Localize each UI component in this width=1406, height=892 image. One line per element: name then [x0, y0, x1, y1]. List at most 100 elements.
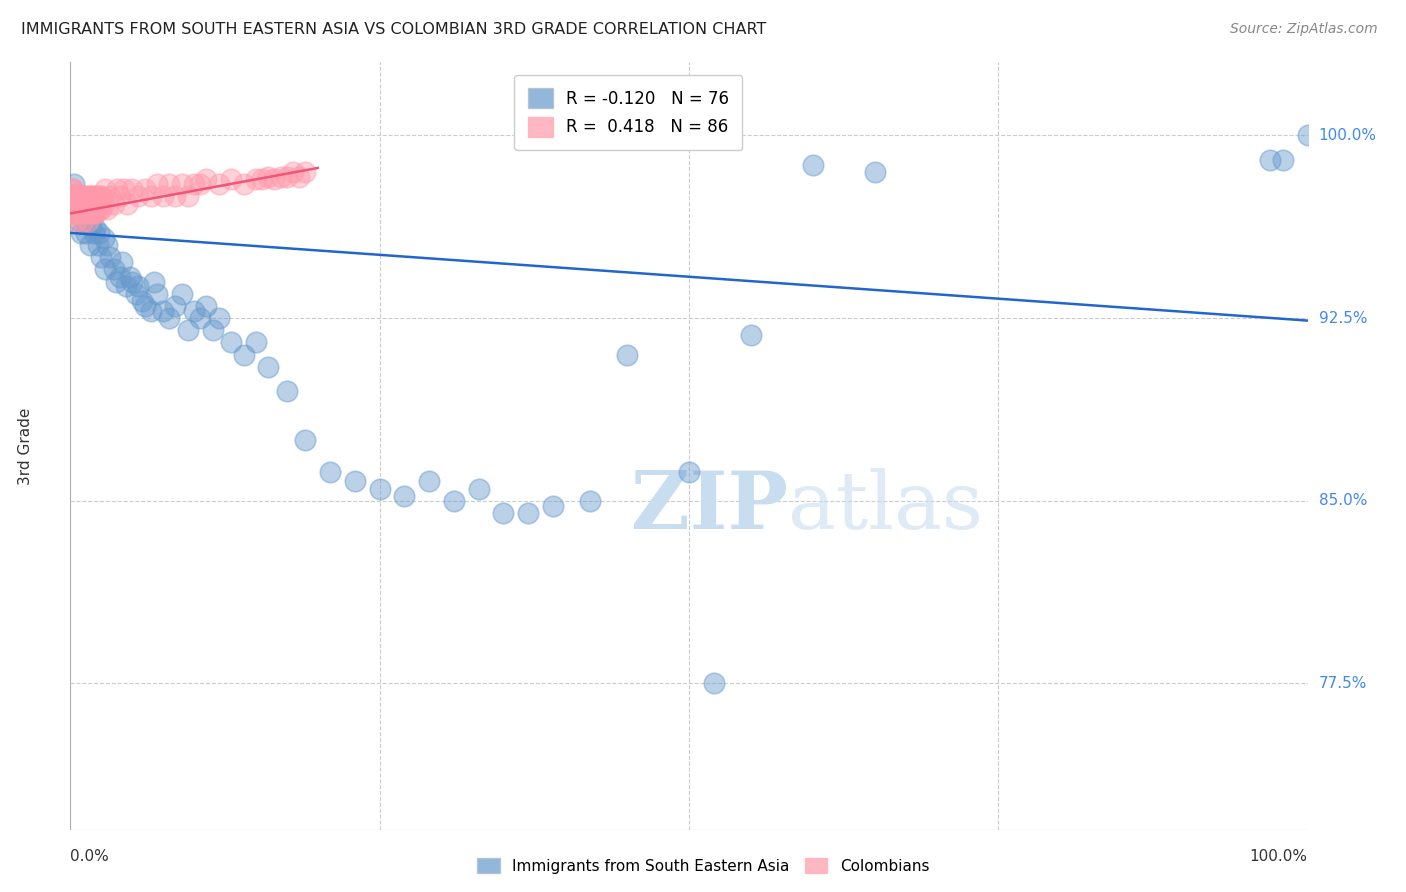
Point — [73, 206, 96, 220]
Point — [75, 189, 97, 203]
Point — [108, 269, 131, 284]
Point — [80, 219, 103, 233]
Point — [77, 206, 100, 220]
Point — [157, 311, 180, 326]
Point — [80, 206, 103, 220]
Point — [69, 206, 91, 220]
Text: atlas: atlas — [787, 468, 983, 547]
Point — [195, 172, 218, 186]
Point — [208, 311, 231, 326]
Point — [127, 189, 149, 203]
Point — [60, 196, 83, 211]
Point — [127, 279, 149, 293]
Point — [394, 489, 416, 503]
Point — [87, 202, 110, 216]
Point — [76, 202, 98, 216]
Point — [82, 196, 104, 211]
Point — [108, 189, 131, 203]
Point — [90, 250, 112, 264]
Point — [75, 189, 97, 203]
Point — [616, 348, 638, 362]
Text: Source: ZipAtlas.com: Source: ZipAtlas.com — [1230, 22, 1378, 37]
Point — [1260, 153, 1282, 167]
Point — [183, 303, 205, 318]
Point — [245, 335, 267, 350]
Point — [152, 303, 174, 318]
Point — [288, 169, 311, 184]
Point — [245, 172, 267, 186]
Point — [72, 213, 94, 227]
Point — [579, 493, 602, 508]
Point — [152, 189, 174, 203]
Point — [165, 189, 187, 203]
Point — [276, 384, 298, 399]
Point — [86, 238, 108, 252]
Point — [75, 226, 97, 240]
Point — [170, 178, 193, 192]
Point — [263, 172, 285, 186]
Point — [84, 221, 107, 235]
Point — [83, 226, 105, 240]
Point — [62, 189, 84, 203]
Point — [62, 196, 84, 211]
Point — [492, 506, 515, 520]
Point — [62, 182, 84, 196]
Point — [188, 311, 211, 326]
Text: 100.0%: 100.0% — [1319, 128, 1376, 143]
Point — [678, 465, 700, 479]
Point — [67, 206, 90, 220]
Point — [75, 202, 97, 216]
Text: 3rd Grade: 3rd Grade — [18, 408, 34, 484]
Point — [281, 165, 304, 179]
Point — [443, 493, 465, 508]
Point — [67, 213, 90, 227]
Point — [83, 206, 105, 220]
Point — [112, 182, 135, 196]
Point — [105, 182, 128, 196]
Point — [740, 328, 762, 343]
Point — [541, 499, 564, 513]
Point — [94, 262, 117, 277]
Point — [60, 182, 83, 196]
Point — [76, 196, 98, 211]
Point — [517, 506, 540, 520]
Point — [66, 186, 89, 201]
Point — [115, 279, 138, 293]
Point — [93, 196, 115, 211]
Text: 0.0%: 0.0% — [70, 849, 110, 863]
Point — [79, 202, 101, 216]
Point — [65, 202, 87, 216]
Point — [134, 299, 156, 313]
Point — [87, 226, 110, 240]
Point — [70, 189, 93, 203]
Point — [66, 196, 89, 211]
Point — [276, 169, 298, 184]
Point — [219, 335, 242, 350]
Point — [67, 196, 90, 211]
Point — [63, 206, 86, 220]
Point — [103, 262, 125, 277]
Point — [270, 169, 292, 184]
Point — [73, 196, 96, 211]
Point — [98, 250, 121, 264]
Point — [131, 294, 153, 309]
Point — [65, 186, 87, 201]
Point — [69, 189, 91, 203]
Point — [63, 196, 86, 211]
Point — [66, 202, 89, 216]
Legend: R = -0.120   N = 76, R =  0.418   N = 86: R = -0.120 N = 76, R = 0.418 N = 86 — [515, 75, 742, 150]
Point — [143, 275, 166, 289]
Point — [72, 189, 94, 203]
Point — [60, 189, 83, 203]
Point — [294, 433, 316, 447]
Point — [219, 172, 242, 186]
Point — [98, 189, 121, 203]
Point — [69, 189, 91, 203]
Point — [257, 359, 280, 374]
Point — [232, 178, 254, 192]
Point — [801, 158, 824, 172]
Point — [177, 189, 200, 203]
Point — [115, 196, 138, 211]
Point — [63, 178, 86, 192]
Point — [1296, 128, 1319, 143]
